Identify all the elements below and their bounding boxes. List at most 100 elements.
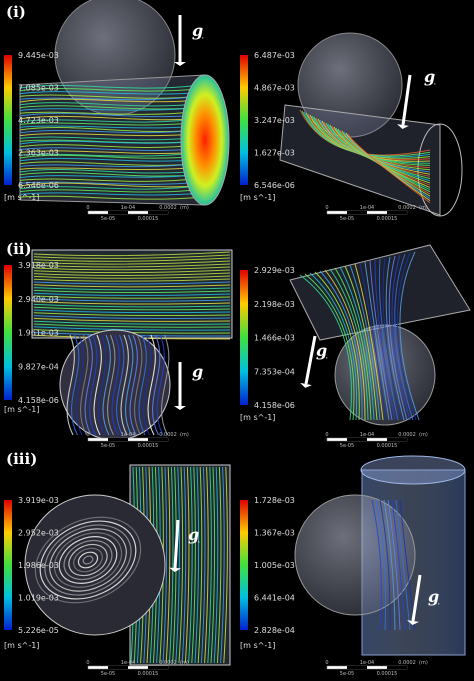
scale-bar-segment (347, 438, 367, 441)
streamline (304, 273, 355, 421)
scale-label: (m) (419, 205, 428, 211)
swirl (49, 528, 127, 592)
streamline (395, 499, 411, 631)
streamline (116, 334, 125, 436)
streamline (364, 261, 390, 421)
colorbar-label: 2.940e-03 (18, 295, 59, 304)
scale-label: 1e-04 (360, 660, 374, 666)
streamline (371, 499, 382, 631)
streamline (33, 269, 231, 274)
colorbar (4, 500, 12, 630)
streamline (19, 91, 201, 95)
scale-label: 0.0002 (159, 660, 177, 666)
colorbar-unit: [m s^-1] (4, 405, 39, 414)
scale-label: 0.0002 (398, 660, 416, 666)
scale-bar-segment (347, 666, 367, 669)
colorbar-label: 1.367e-03 (254, 529, 295, 538)
colorbar-label: 4.867e-03 (254, 84, 295, 93)
swirl (39, 520, 137, 600)
streamline (33, 251, 231, 257)
streamline (369, 260, 393, 421)
streamline (33, 315, 231, 319)
gravity-arrow (173, 519, 180, 569)
scale-label: 5e-05 (340, 671, 354, 677)
colorbar-label: 2.363e-03 (18, 149, 59, 158)
streamline (33, 312, 231, 317)
gravity-arrowhead (407, 620, 419, 625)
gravity-arrowhead (174, 62, 186, 66)
gravity-label: g (316, 341, 327, 360)
colorbar-label: 2.828e-04 (254, 626, 295, 635)
streamline (378, 258, 399, 421)
streamline (33, 295, 231, 299)
scale-label: 0.00015 (138, 443, 159, 449)
streamline (181, 466, 187, 664)
streamline (75, 334, 84, 436)
streamline (399, 251, 420, 421)
colorbar-label: 3.247e-03 (254, 116, 295, 125)
scale-label: 0 (325, 205, 328, 211)
panel-label: (i) (6, 3, 26, 21)
streamline (33, 278, 231, 282)
streamline (156, 334, 165, 436)
scale-label: (m) (180, 205, 189, 211)
panel-label: (ii) (6, 240, 32, 258)
streamline (314, 271, 360, 421)
streamline (216, 466, 222, 664)
streamline (33, 320, 231, 325)
streamline (374, 259, 396, 421)
streamline (191, 466, 196, 664)
panel-label: (iii) (6, 450, 37, 468)
scale-bar-segment (108, 666, 128, 669)
streamline (19, 110, 201, 115)
scale-bar-segment (108, 438, 128, 441)
colorbar-label: 1.986e-03 (18, 561, 59, 570)
streamline (19, 102, 201, 107)
scale-label: 1e-04 (121, 205, 135, 211)
colorbar-label: 9.827e-04 (18, 362, 59, 371)
scale-label: (m) (180, 660, 189, 666)
swirl (77, 551, 99, 569)
streamline (388, 255, 408, 421)
scale-label: 1e-04 (360, 432, 374, 438)
streamline (359, 262, 387, 421)
streamline (19, 136, 201, 141)
streamline (134, 334, 143, 436)
colorbar (240, 55, 248, 185)
scale-label: (m) (180, 432, 189, 438)
streamline (19, 105, 201, 110)
streamline (188, 466, 193, 664)
streamline (33, 309, 231, 314)
gravity-arrow (304, 335, 317, 385)
streamline (19, 106, 201, 111)
scale-label: 0.00015 (138, 216, 159, 222)
streamline (309, 272, 358, 421)
colorbar-label: 4.158e-06 (18, 396, 59, 405)
streamline (382, 257, 402, 421)
streamline (152, 334, 161, 436)
streamline (347, 133, 431, 204)
scale-bar-segment (387, 211, 407, 214)
streamline (324, 269, 366, 421)
streamline (33, 287, 231, 291)
streamline (19, 121, 201, 126)
colorbar-label: 6.441e-04 (254, 594, 295, 603)
swirl (63, 539, 113, 581)
streamline (33, 317, 231, 322)
streamline (19, 144, 201, 148)
gravity-label: g (188, 525, 199, 544)
streamline (394, 253, 414, 421)
streamline (19, 185, 201, 190)
streamline (129, 334, 138, 436)
streamline (93, 334, 102, 436)
streamline (33, 306, 231, 311)
streamline (19, 195, 201, 200)
streamline (120, 334, 129, 436)
streamline (391, 499, 406, 631)
streamline (334, 267, 372, 421)
scale-bar-segment (347, 211, 367, 214)
scale-label: 0 (325, 432, 328, 438)
streamline (223, 466, 228, 664)
streamline (80, 334, 89, 436)
